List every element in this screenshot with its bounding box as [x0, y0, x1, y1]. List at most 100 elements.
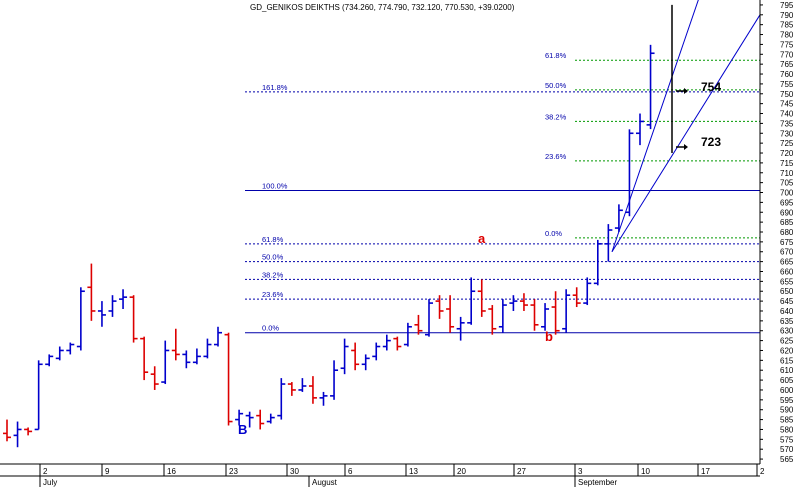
ohlc-bar-9 — [97, 301, 106, 327]
y-axis: 5655705755805855905956006056106156206256… — [759, 0, 794, 464]
x-tick-label-12: 2 — [760, 467, 765, 476]
ohlc-bar-14 — [150, 366, 159, 390]
ohlc-bar-31 — [330, 360, 339, 400]
ohlc-bar-2 — [24, 427, 33, 436]
y-tick-label-10: 615 — [780, 356, 794, 365]
y-tick-label-5: 590 — [780, 406, 794, 415]
x-tick-label-9: 3 — [578, 467, 583, 476]
fib-upper-label-2: 38.2% — [545, 112, 567, 121]
ohlc-bar-39 — [414, 314, 423, 335]
ohlc-bar-1 — [13, 421, 22, 448]
fib-upper-label-0: 61.8% — [545, 51, 567, 60]
y-tick-label-36: 745 — [780, 100, 794, 109]
y-tick-label-37: 750 — [780, 90, 794, 99]
x-tick-label-11: 17 — [701, 467, 710, 476]
ohlc-bar-60 — [636, 113, 644, 146]
x-tick-label-5: 6 — [348, 467, 353, 476]
y-tick-label-11: 620 — [780, 346, 794, 355]
y-tick-label-7: 600 — [780, 386, 794, 395]
y-tick-label-0: 565 — [780, 455, 794, 464]
x-tick-label-3: 23 — [229, 467, 238, 476]
ohlc-bar-12 — [129, 295, 138, 343]
ohlc-bar-38 — [403, 322, 412, 347]
fib-lower-label-6: 0.0% — [262, 324, 279, 333]
y-tick-label-42: 775 — [780, 40, 794, 49]
y-tick-label-35: 740 — [780, 110, 794, 119]
annotation-B: B — [238, 422, 247, 437]
y-tick-label-3: 580 — [780, 425, 794, 434]
annotation-a: a — [478, 231, 486, 246]
arrow-icon-1 — [676, 144, 688, 150]
y-tick-label-22: 675 — [780, 238, 794, 247]
y-tick-label-28: 705 — [780, 179, 794, 188]
ohlc-bar-18 — [192, 348, 201, 365]
annotation-b: b — [545, 329, 553, 344]
annotations: a b B 754 723 — [238, 80, 721, 437]
ohlc-bar-37 — [393, 336, 402, 351]
ohlc-bar-6 — [66, 342, 75, 355]
month-label-2: September — [578, 478, 617, 487]
ohlc-bar-49 — [519, 293, 528, 311]
ohlc-bar-26 — [277, 378, 286, 420]
ohlc-bar-47 — [498, 299, 507, 333]
ohlc-bar-7 — [76, 287, 85, 351]
y-tick-label-21: 670 — [780, 248, 794, 257]
ohlc-bar-36 — [382, 334, 391, 351]
ohlc-bar-56 — [593, 239, 602, 286]
ohlc-bar-58 — [614, 204, 623, 232]
ohlc-bar-33 — [351, 342, 360, 371]
ohlc-bar-4 — [45, 354, 54, 367]
ohlc-bar-17 — [182, 350, 191, 369]
fib-upper-label-4: 0.0% — [545, 229, 562, 238]
ohlc-bar-51 — [541, 303, 550, 331]
ohlc-bar-25 — [266, 413, 275, 424]
ohlc-bar-43 — [456, 316, 465, 341]
y-tick-label-1: 570 — [780, 445, 794, 454]
ohlc-bar-15 — [161, 340, 170, 385]
y-tick-label-46: 795 — [780, 1, 794, 10]
y-tick-label-18: 655 — [780, 277, 794, 286]
trend-lines — [611, 0, 761, 253]
y-tick-label-13: 630 — [780, 327, 794, 336]
x-tick-label-2: 16 — [167, 467, 176, 476]
ohlc-bar-46 — [488, 305, 497, 335]
ohlc-bar-8 — [87, 263, 96, 321]
ohlc-bar-40 — [425, 299, 433, 337]
ohlc-bar-10 — [108, 295, 117, 317]
y-tick-label-9: 610 — [780, 366, 794, 375]
ohlc-bar-0 — [3, 419, 11, 442]
y-tick-label-31: 720 — [780, 149, 794, 158]
ohlc-bar-45 — [477, 279, 486, 317]
ohlc-bar-48 — [509, 295, 518, 311]
ohlc-bar-44 — [467, 277, 476, 325]
ohlc-bar-61 — [646, 44, 655, 130]
ohlc-bar-22 — [235, 409, 244, 426]
y-tick-label-12: 625 — [780, 337, 794, 346]
ohlc-bar-19 — [203, 338, 212, 359]
y-tick-label-43: 780 — [780, 31, 794, 40]
y-tick-label-19: 660 — [780, 267, 794, 276]
y-tick-label-2: 575 — [780, 435, 794, 444]
fib-lower-label-2: 61.8% — [262, 235, 284, 244]
ohlc-bar-29 — [308, 376, 317, 404]
y-tick-label-4: 585 — [780, 416, 794, 425]
ohlc-bar-30 — [319, 391, 328, 406]
ohlc-bar-23 — [245, 411, 254, 428]
annotation-723: 723 — [701, 135, 721, 149]
month-label-1: August — [312, 478, 338, 487]
fib-lower-label-1: 100.0% — [262, 182, 288, 191]
x-tick-label-1: 9 — [105, 467, 110, 476]
ohlc-bar-27 — [287, 382, 296, 396]
month-label-0: July — [43, 478, 57, 487]
ohlc-bar-11 — [119, 289, 128, 310]
x-axis: 2 9 16 23 30 6 13 20 27 3 10 17 2 July August September — [0, 463, 765, 487]
ohlc-bar-34 — [361, 354, 370, 371]
y-tick-label-14: 635 — [780, 317, 794, 326]
y-tick-label-34: 735 — [780, 119, 794, 128]
ohlc-bar-32 — [340, 338, 349, 375]
x-tick-label-7: 20 — [457, 467, 466, 476]
ohlc-bar-55 — [583, 277, 592, 306]
y-tick-label-30: 715 — [780, 159, 794, 168]
ohlc-bar-57 — [604, 224, 613, 262]
